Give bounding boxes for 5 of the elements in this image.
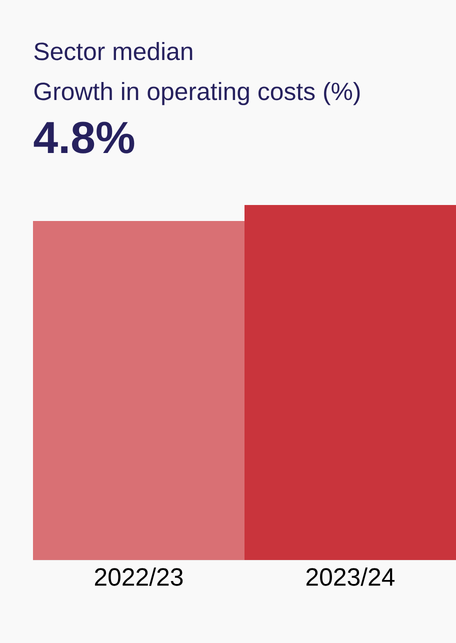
x-tick-label: 2023/24 [306, 568, 395, 586]
text: 4.8% [34, 122, 134, 154]
chart-title: Sector median [34, 42, 192, 60]
x-tick-label: 2022/23 [94, 568, 183, 586]
chart-subtitle: Growth in operating costs (%) [34, 82, 360, 106]
